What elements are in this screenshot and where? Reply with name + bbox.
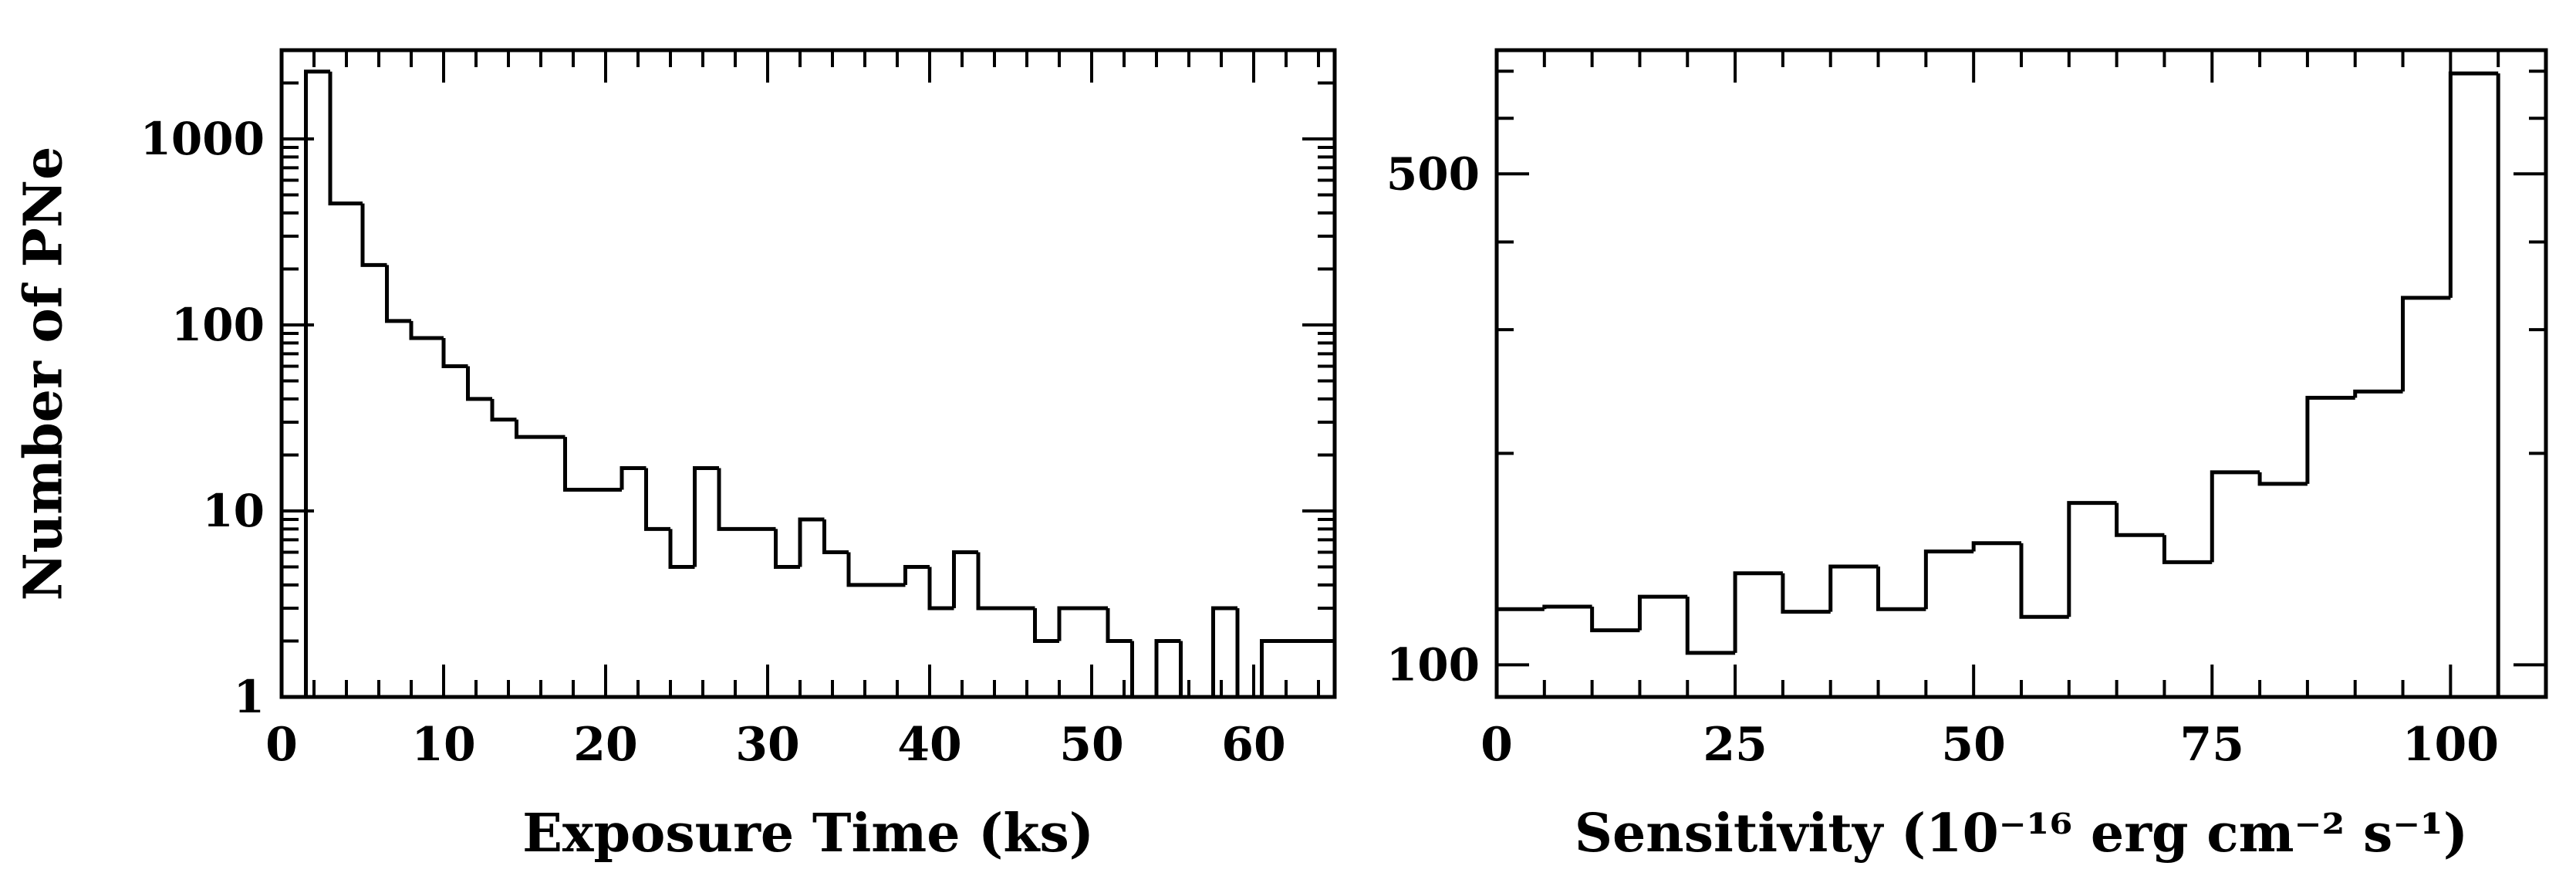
histogram-bin: [1130, 641, 1156, 699]
histogram-bin: [903, 565, 930, 585]
plot-frame: [279, 48, 1337, 699]
histogram-bin: [563, 437, 622, 492]
histogram-bin: [1923, 550, 1974, 610]
histogram-bin: [1781, 573, 1831, 614]
histogram-bin: [2448, 71, 2499, 298]
x-tick-label: 20: [573, 718, 638, 772]
x-axis-label: Sensitivity (10⁻¹⁶ erg cm⁻² s⁻¹): [1575, 803, 2468, 864]
histogram-bin: [1733, 571, 1783, 653]
x-tick-label: 30: [735, 718, 800, 772]
histogram-bin: [409, 320, 444, 340]
histogram-bin: [385, 265, 411, 323]
histogram-bin: [1211, 606, 1237, 697]
histogram-bin: [1154, 638, 1181, 697]
y-tick-label: 10: [202, 485, 265, 537]
histogram-bin: [2305, 395, 2355, 484]
histogram-bin: [620, 465, 647, 490]
x-tick-label: 100: [2402, 718, 2499, 772]
x-axis-label: Exposure Time (ks): [522, 803, 1094, 864]
histogram-bin: [2401, 296, 2451, 392]
histogram-bin: [2019, 543, 2069, 619]
y-axis-label: Number of PNe: [13, 147, 75, 601]
x-tick-label: 0: [265, 718, 298, 772]
histogram-bin: [1637, 594, 1688, 631]
histogram-bin: [1590, 607, 1640, 633]
histogram-bin: [1685, 597, 1736, 655]
histogram-bin: [1106, 608, 1133, 643]
y-tick-label: 1000: [140, 113, 265, 165]
sensitivity-panel: 0 25 50 75 100 100 500 Sensitivity (10⁻¹⁶ erg c…: [1386, 48, 2548, 864]
x-tick-label: 50: [1941, 718, 2006, 772]
histogram-bin: [976, 552, 1035, 611]
histogram-bin: [515, 419, 566, 439]
histogram-bin: [798, 517, 825, 567]
histogram-bin: [1235, 608, 1262, 699]
histogram-bin: [1971, 541, 2021, 552]
histogram-bin: [490, 398, 517, 422]
histogram-bin: [1179, 641, 1214, 699]
histogram-bin: [360, 203, 387, 267]
histogram-bin: [2067, 501, 2117, 617]
histogram-bin: [1828, 564, 1879, 612]
histogram-bin: [441, 338, 468, 368]
exposure-time-panel: 0 10 20 30 40 50 60 1 10 100 1000 Exposure Time (ks…: [13, 48, 1337, 864]
x-tick-label: 75: [2180, 718, 2245, 772]
histogram-bin: [2115, 502, 2165, 537]
histogram-bin: [304, 69, 330, 697]
histogram-bin: [693, 465, 719, 567]
histogram-bin: [466, 366, 492, 401]
y-tick-label: 500: [1386, 147, 1480, 200]
histogram-bin: [717, 468, 776, 531]
x-tick-label: 0: [1480, 718, 1513, 772]
x-tick-label: 10: [411, 718, 476, 772]
x-tick-label: 60: [1221, 718, 1286, 772]
histogram-bin: [2353, 389, 2403, 398]
histogram-bin: [2162, 535, 2213, 564]
histogram-bin: [846, 552, 906, 587]
histogram-bin: [328, 71, 363, 206]
histogram-bin: [1876, 567, 1926, 611]
y-tick-label: 1: [234, 671, 265, 723]
histogram-bin: [668, 529, 695, 570]
histogram-bin: [644, 468, 670, 531]
y-tick-label: 100: [171, 299, 265, 351]
histogram-bin: [952, 550, 978, 609]
histogram-bin: [1494, 607, 1545, 697]
x-tick-label: 40: [897, 718, 962, 772]
x-tick-label: 50: [1059, 718, 1124, 772]
histogram-bin: [1542, 604, 1592, 610]
histogram-bin: [2210, 470, 2260, 563]
histogram-bin: [774, 529, 800, 570]
histogram-bin: [1260, 638, 1286, 697]
histogram-bin: [927, 567, 954, 611]
histogram-bin: [1033, 608, 1059, 643]
y-tick-label: 100: [1386, 638, 1480, 691]
histogram-bin: [2496, 73, 2546, 699]
x-tick-label: 25: [1703, 718, 1767, 772]
histogram-bin: [2257, 472, 2308, 486]
histogram-bin: [1057, 606, 1108, 641]
histogram-bin: [822, 519, 849, 554]
